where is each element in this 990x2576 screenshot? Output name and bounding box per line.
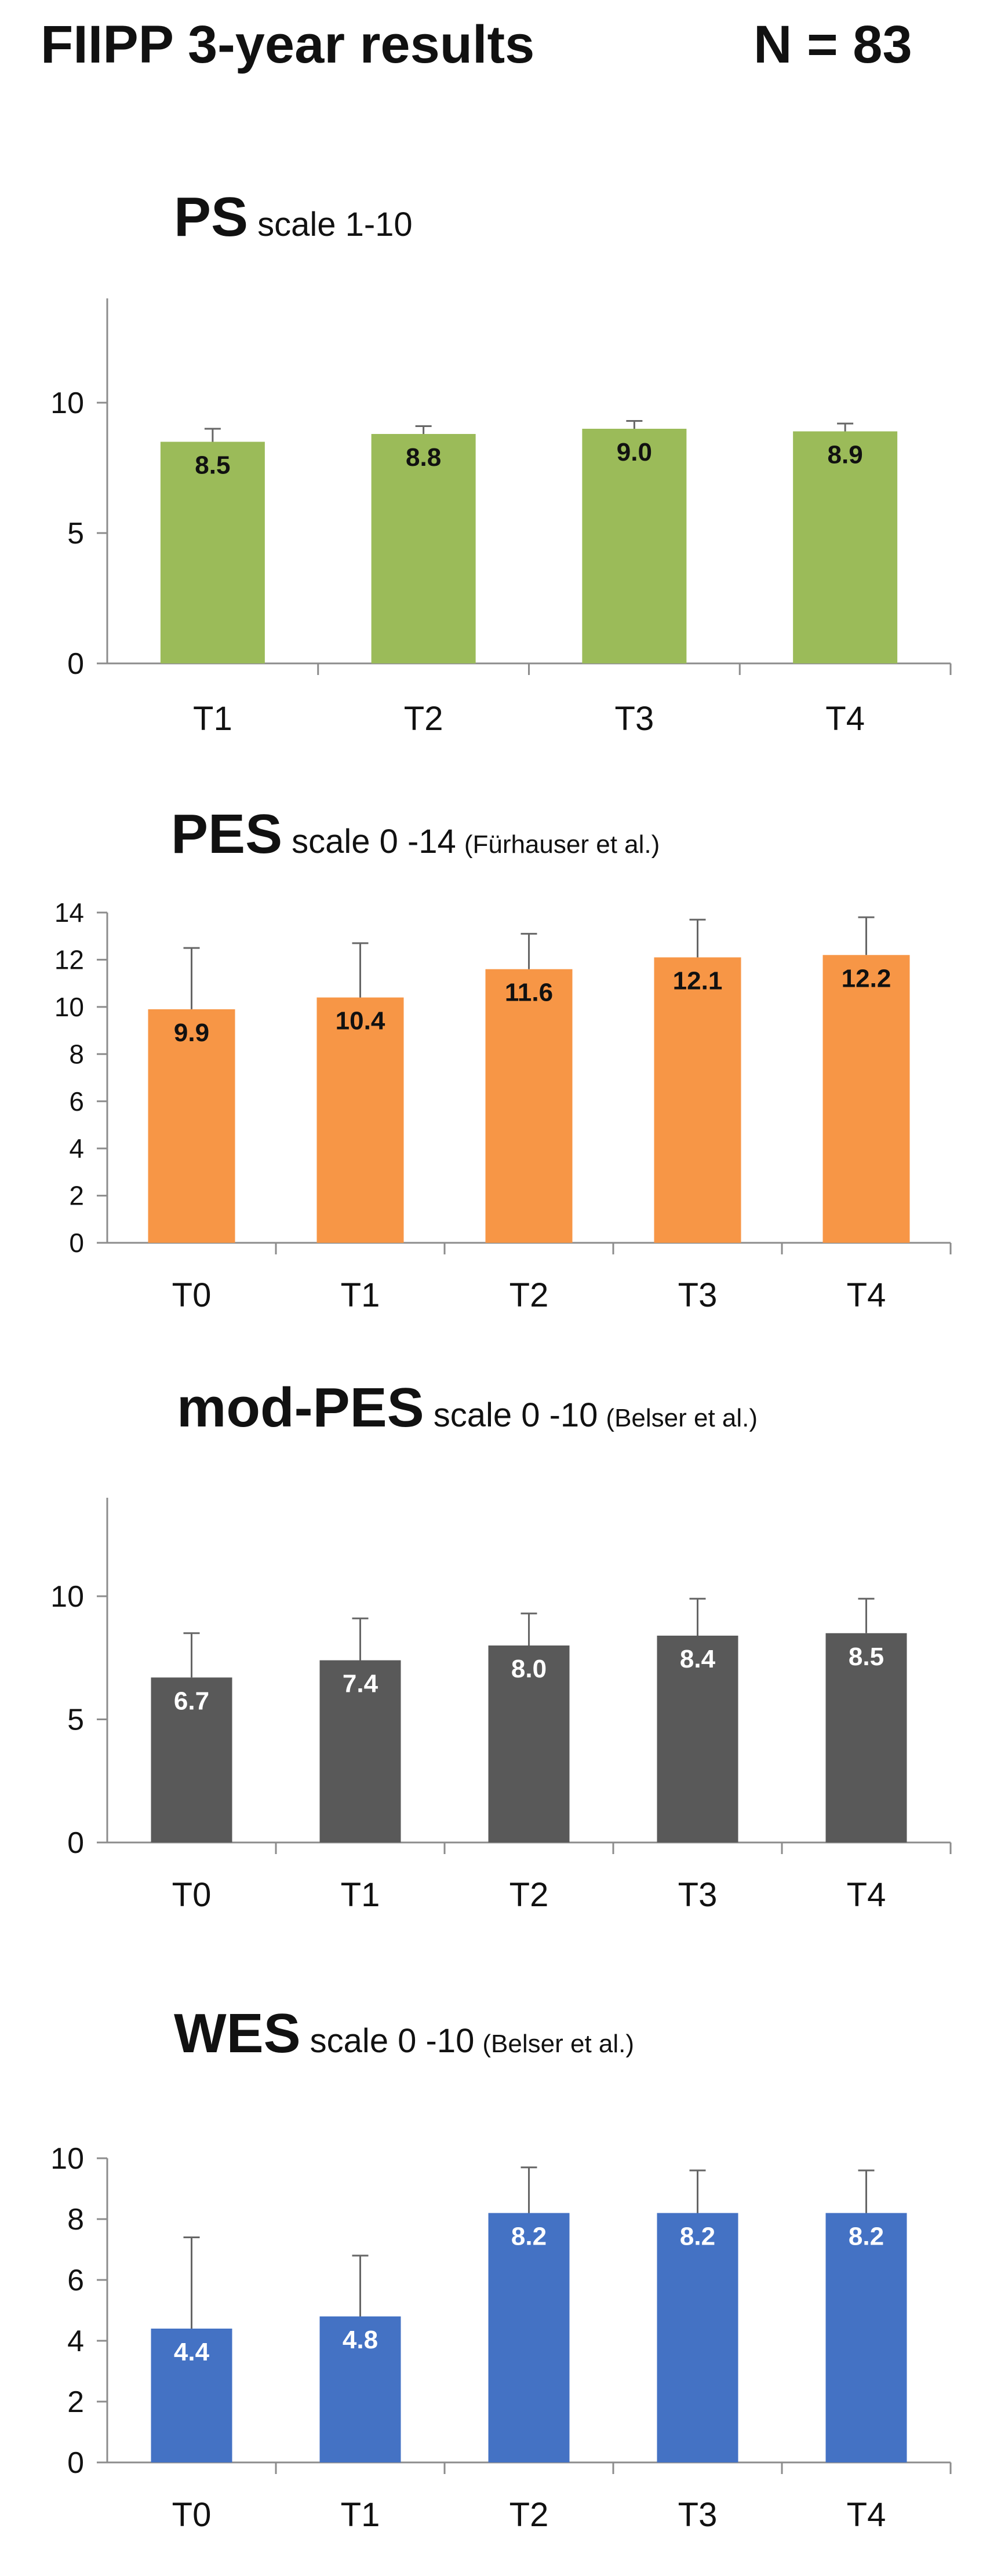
pes-value-label: 12.1 xyxy=(673,966,723,995)
mod-pes-chart-title: mod-PES scale 0 -10 (Belser et al.) xyxy=(177,1376,758,1440)
mod-pes-title-scale: scale 0 -10 xyxy=(433,1396,598,1434)
ps-value-label: 9.0 xyxy=(617,438,652,466)
pes-category-label: T2 xyxy=(509,1276,549,1314)
ps-y-tick-label: 5 xyxy=(67,517,84,550)
wes-bar xyxy=(657,2213,738,2462)
wes-bar xyxy=(825,2213,907,2462)
pes-title-scale: scale 0 -14 xyxy=(292,823,456,860)
wes-y-tick-label: 10 xyxy=(50,2142,84,2176)
wes-value-label: 8.2 xyxy=(680,2223,715,2251)
mod-pes-bar-chart: 0 5 10 6.7 T0 7.4 T1 8.0 T2 8.4 T3 8.5 T4 xyxy=(50,1498,952,1914)
wes-title-citation: (Belser et al.) xyxy=(482,2030,635,2058)
wes-y-tick-label: 8 xyxy=(67,2203,84,2236)
ps-value-label: 8.9 xyxy=(828,441,863,469)
pes-chart-title: PES scale 0 -14 (Fürhauser et al.) xyxy=(171,802,660,866)
pes-y-tick-label: 8 xyxy=(69,1039,84,1069)
pes-y-tick-label: 4 xyxy=(69,1133,84,1163)
pes-category-label: T3 xyxy=(678,1276,718,1314)
mod-pes-category-label: T0 xyxy=(172,1876,212,1914)
pes-bar xyxy=(316,997,404,1243)
wes-title-name: WES xyxy=(174,2002,301,2064)
mod-pes-title-name: mod-PES xyxy=(177,1377,424,1439)
pes-title-citation: (Fürhauser et al.) xyxy=(464,830,660,859)
mod-pes-bar xyxy=(657,1636,738,1842)
pes-bar xyxy=(148,1009,235,1243)
ps-bar-chart: 0 5 10 8.5 T1 8.8 T2 9.0 T3 8.9 T4 xyxy=(50,298,952,738)
ps-value-label: 8.5 xyxy=(195,451,230,480)
pes-bar-chart: 0 2 4 6 8 10 12 14 9.9 T0 10.4 T1 11.6 T2 12.1 T3 12.2 T4 xyxy=(54,897,952,1314)
wes-value-label: 4.8 xyxy=(343,2326,378,2354)
pes-value-label: 12.2 xyxy=(842,964,891,993)
pes-bar xyxy=(654,957,741,1243)
ps-category-label: T3 xyxy=(615,700,654,738)
pes-title-name: PES xyxy=(171,803,283,865)
mod-pes-y-tick-label: 0 xyxy=(67,1826,84,1860)
pes-category-label: T0 xyxy=(172,1276,212,1314)
mod-pes-category-label: T4 xyxy=(847,1876,886,1914)
pes-y-tick-label: 12 xyxy=(54,945,84,975)
pes-category-label: T1 xyxy=(341,1276,380,1314)
ps-bar xyxy=(160,442,265,663)
ps-bar xyxy=(371,434,476,663)
wes-bar-chart: 0 2 4 6 8 10 4.4 T0 4.8 T1 8.2 T2 8.2 T3 8.2 T4 xyxy=(50,2142,952,2534)
ps-category-label: T4 xyxy=(825,700,865,738)
mod-pes-title-citation: (Belser et al.) xyxy=(606,1404,758,1432)
ps-bar xyxy=(793,431,898,663)
pes-value-label: 10.4 xyxy=(336,1007,385,1035)
ps-value-label: 8.8 xyxy=(406,443,441,472)
pes-category-label: T4 xyxy=(847,1276,886,1314)
mod-pes-y-tick-label: 10 xyxy=(50,1580,84,1614)
pes-value-label: 11.6 xyxy=(505,979,553,1007)
mod-pes-value-label: 7.4 xyxy=(343,1670,378,1698)
mod-pes-bar xyxy=(151,1677,232,1842)
sample-size-label: N = 83 xyxy=(754,15,912,74)
wes-chart-title: WES scale 0 -10 (Belser et al.) xyxy=(174,2002,634,2066)
mod-pes-bar xyxy=(488,1645,570,1842)
mod-pes-bar xyxy=(319,1660,401,1842)
mod-pes-y-tick-label: 5 xyxy=(67,1703,84,1737)
pes-bar xyxy=(822,955,910,1243)
wes-category-label: T2 xyxy=(509,2496,549,2534)
pes-y-tick-label: 10 xyxy=(54,992,84,1022)
mod-pes-value-label: 8.5 xyxy=(849,1643,884,1671)
report-title: FIIPP 3-year results xyxy=(41,15,535,74)
main-title: FIIPP 3-year results N = 83 xyxy=(0,14,990,78)
ps-category-label: T2 xyxy=(404,700,443,738)
wes-value-label: 4.4 xyxy=(174,2338,210,2366)
ps-category-label: T1 xyxy=(193,700,232,738)
ps-title-scale: scale 1-10 xyxy=(257,206,413,243)
pes-y-tick-label: 6 xyxy=(69,1086,84,1116)
ps-chart-title: PS scale 1-10 xyxy=(174,185,413,249)
mod-pes-value-label: 8.0 xyxy=(511,1655,547,1683)
ps-bar xyxy=(582,429,687,663)
pes-y-tick-label: 0 xyxy=(69,1228,84,1258)
mod-pes-bar xyxy=(825,1633,907,1842)
pes-value-label: 9.9 xyxy=(174,1019,209,1047)
wes-y-tick-label: 2 xyxy=(67,2385,84,2419)
mod-pes-category-label: T2 xyxy=(509,1876,549,1914)
wes-category-label: T4 xyxy=(847,2496,886,2534)
wes-category-label: T1 xyxy=(341,2496,380,2534)
wes-category-label: T3 xyxy=(678,2496,718,2534)
mod-pes-category-label: T3 xyxy=(678,1876,718,1914)
wes-y-tick-label: 6 xyxy=(67,2264,84,2297)
wes-bar xyxy=(488,2213,570,2462)
ps-y-tick-label: 10 xyxy=(50,386,84,420)
wes-title-scale: scale 0 -10 xyxy=(310,2022,475,2060)
mod-pes-category-label: T1 xyxy=(341,1876,380,1914)
ps-y-tick-label: 0 xyxy=(67,647,84,681)
wes-y-tick-label: 4 xyxy=(67,2325,84,2358)
mod-pes-value-label: 6.7 xyxy=(174,1687,209,1715)
wes-bar xyxy=(151,2329,232,2462)
wes-bar xyxy=(319,2316,401,2462)
ps-title-name: PS xyxy=(174,186,249,248)
pes-y-tick-label: 2 xyxy=(69,1181,84,1211)
wes-y-tick-label: 0 xyxy=(67,2446,84,2480)
wes-value-label: 8.2 xyxy=(849,2223,884,2251)
wes-value-label: 8.2 xyxy=(511,2223,547,2251)
pes-bar xyxy=(485,969,573,1243)
mod-pes-value-label: 8.4 xyxy=(680,1645,716,1673)
wes-category-label: T0 xyxy=(172,2496,212,2534)
pes-y-tick-label: 14 xyxy=(54,897,84,928)
